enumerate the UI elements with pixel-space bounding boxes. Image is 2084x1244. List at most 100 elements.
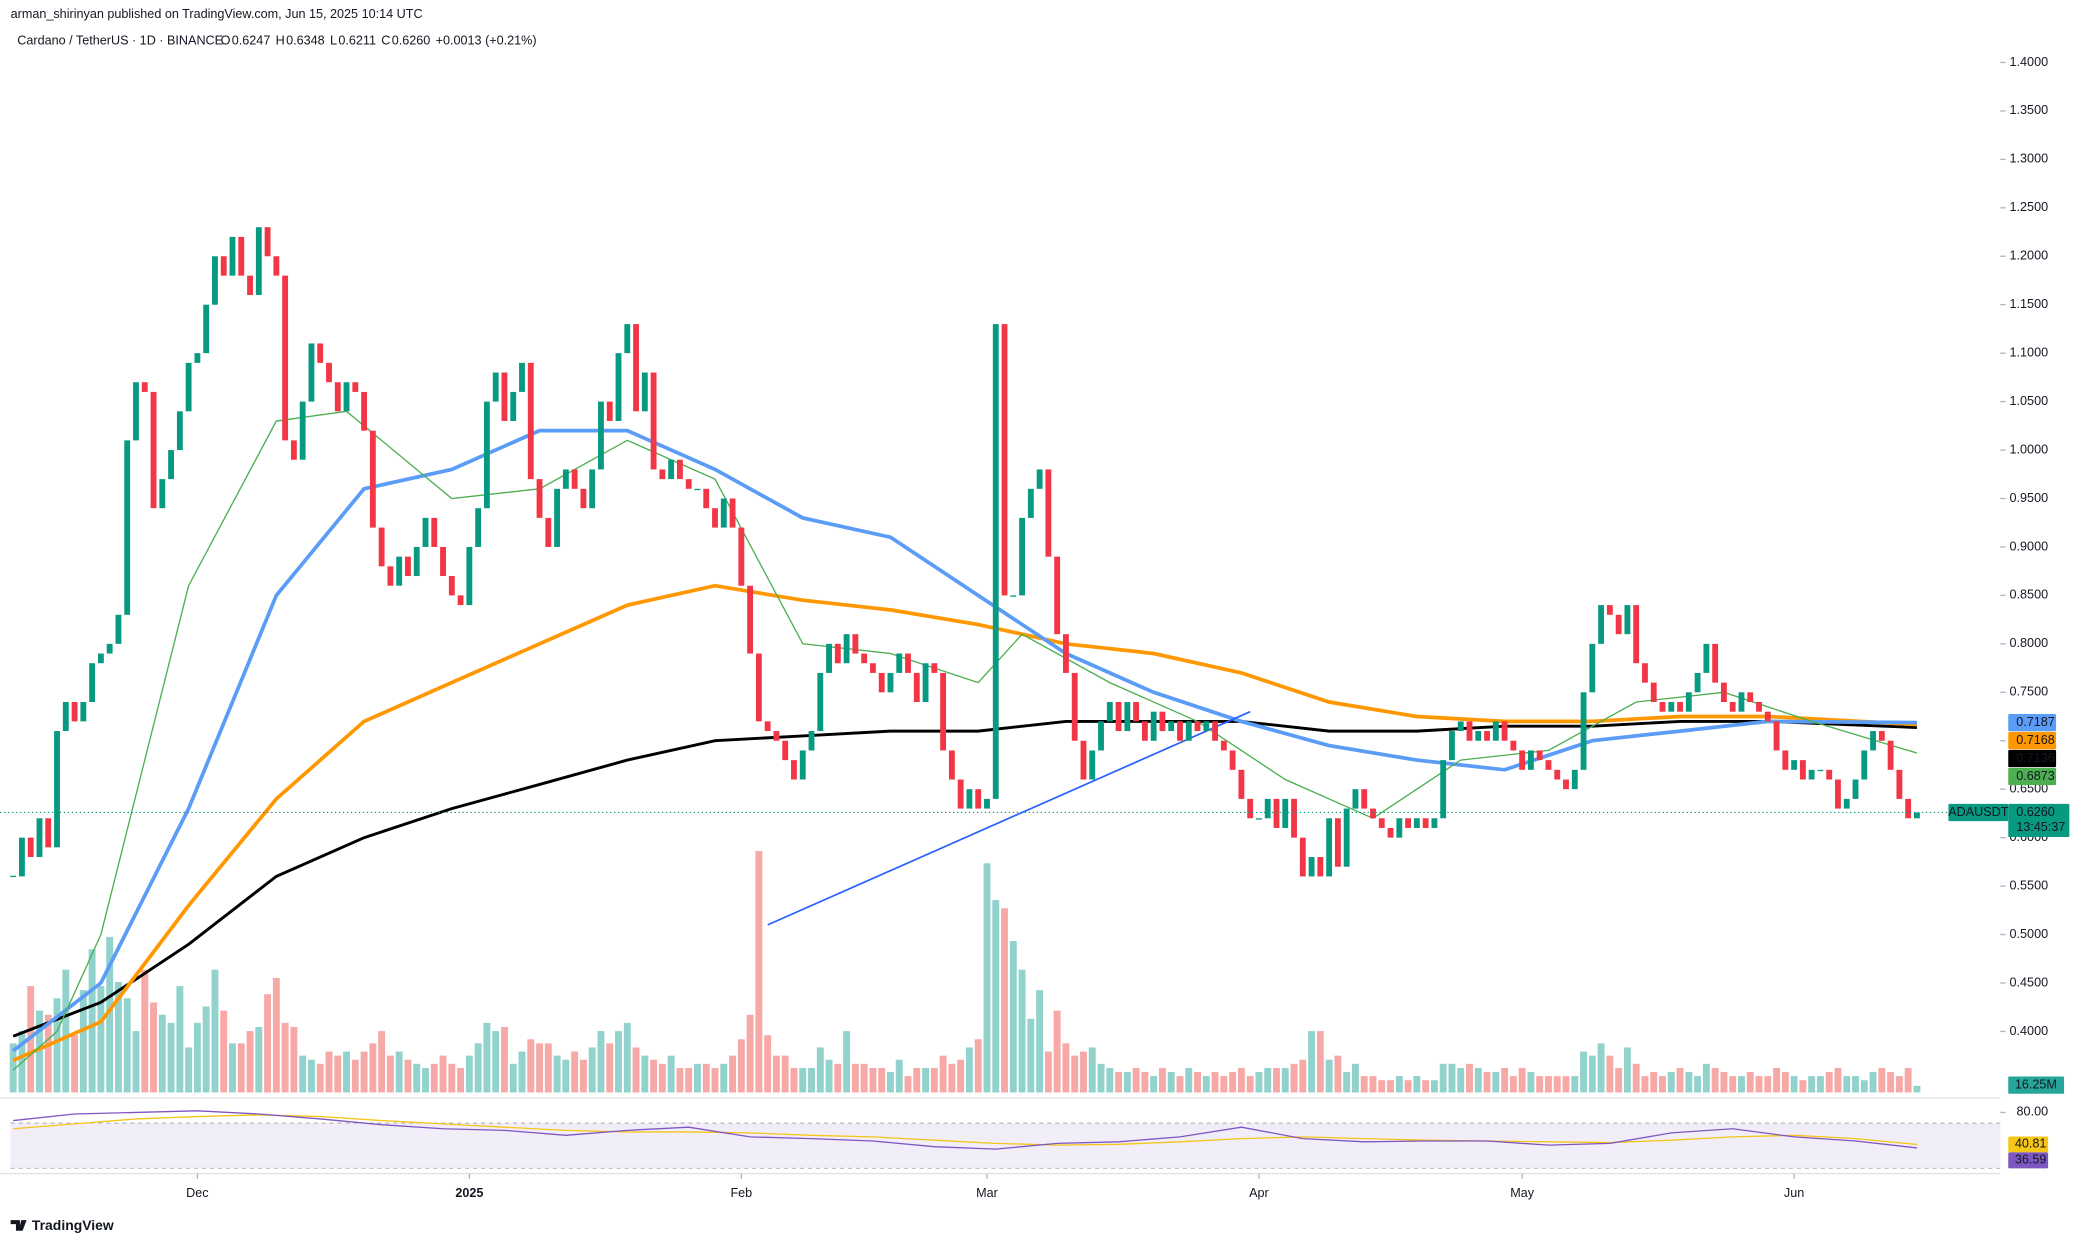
ma-tag-label: 0.7187: [2016, 715, 2055, 729]
candle: [519, 362, 525, 392]
candle: [554, 488, 561, 547]
candle: [1229, 750, 1236, 770]
candle: [247, 275, 253, 296]
volume-bar: [114, 981, 122, 1093]
symbol-tag: [1948, 803, 2009, 822]
volume-bar: [1738, 1076, 1745, 1093]
volume-bar: [237, 1043, 245, 1093]
volume-bar: [229, 1043, 236, 1093]
volume-bar: [641, 1055, 649, 1093]
volume-bar: [150, 1002, 157, 1093]
candle: [1642, 663, 1648, 683]
candle: [650, 372, 657, 470]
candle: [1036, 469, 1043, 489]
volume-bar: [211, 969, 219, 1093]
volume-bar: [1501, 1067, 1509, 1093]
logo-icon: [10, 1220, 27, 1231]
volume-bar: [790, 1067, 798, 1093]
candle: [1150, 711, 1157, 741]
volume-bar: [755, 850, 763, 1093]
candle: [843, 634, 850, 664]
candle: [1685, 692, 1692, 712]
candle: [624, 324, 631, 354]
volume-bar: [1123, 1072, 1131, 1093]
candle: [1308, 857, 1315, 877]
candle: [1247, 798, 1254, 819]
moving-average: [12, 719, 1917, 1038]
volume-bar: [272, 977, 280, 1093]
candle: [413, 546, 420, 577]
volume-bar: [974, 1039, 982, 1093]
volume-bar: [737, 1039, 745, 1093]
candle: [106, 643, 113, 654]
ma-tag-label: 0.7136: [2016, 751, 2055, 765]
price-label: 0.6260: [2016, 805, 2055, 819]
volume-bar: [746, 1014, 754, 1093]
volume-bar: [711, 1067, 719, 1093]
candle: [1343, 808, 1350, 867]
volume-bar: [509, 1063, 517, 1093]
volume-bar: [220, 1010, 228, 1093]
volume-bar: [764, 1035, 772, 1093]
volume-bar: [386, 1055, 394, 1093]
volume-bar: [1676, 1067, 1684, 1093]
candle: [641, 372, 648, 412]
volume-bar: [1255, 1072, 1263, 1093]
volume-bar: [1308, 1031, 1316, 1093]
volume-bar: [694, 1063, 701, 1093]
volume-bar: [264, 994, 272, 1093]
candle: [1413, 818, 1420, 828]
volume-bar: [1659, 1076, 1666, 1093]
price-tag: [2008, 803, 2070, 838]
candle: [1422, 818, 1429, 828]
volume-bar: [860, 1063, 868, 1093]
volume-bar: [1176, 1076, 1184, 1093]
candle: [150, 391, 157, 509]
volume-bar: [1790, 1076, 1798, 1093]
x-tick-label: Jun: [1784, 1186, 1804, 1200]
candle: [1256, 818, 1262, 820]
volume-bar: [571, 1051, 579, 1093]
moving-average: [12, 428, 1917, 1053]
volume-bar: [808, 1067, 815, 1093]
volume-bar: [1220, 1076, 1228, 1093]
ohlc-key: C: [381, 34, 390, 48]
volume-bar: [79, 990, 87, 1093]
volume-bar: [1799, 1080, 1807, 1093]
candle: [115, 614, 122, 644]
volume-bar: [1071, 1055, 1079, 1093]
candle: [1001, 324, 1008, 596]
candle: [1852, 779, 1859, 799]
volume-bar: [667, 1055, 675, 1093]
candle: [738, 527, 745, 586]
y-tick-label: 0.9000: [2010, 539, 2049, 553]
candle: [1063, 634, 1069, 673]
countdown: 13:45:37: [2016, 820, 2065, 834]
volume-bar: [869, 1067, 877, 1093]
volume-bar: [1299, 1059, 1307, 1093]
volume-bar: [878, 1067, 886, 1093]
volume-bar: [1404, 1080, 1412, 1093]
ohlc-legend: O 0.6247 H 0.6348 L 0.6211 C 0.6260 +0.0013 (+0.…: [221, 34, 537, 48]
candle: [826, 643, 832, 673]
candle: [1720, 682, 1727, 702]
volume-bar: [1132, 1067, 1140, 1093]
candle: [729, 498, 736, 528]
volume-bar: [123, 998, 131, 1093]
candle: [45, 818, 52, 848]
x-tick-label: Apr: [1249, 1186, 1269, 1200]
volume-bar: [1027, 1018, 1035, 1093]
y-tick-label: 1.3000: [2010, 152, 2049, 166]
candle: [1273, 798, 1280, 828]
y-tick-label: 1.2000: [2010, 249, 2049, 263]
volume-bar: [1606, 1055, 1614, 1093]
candle: [1606, 605, 1613, 615]
candle: [466, 546, 473, 606]
candle: [1133, 701, 1140, 722]
candle: [817, 672, 824, 732]
candle: [71, 701, 78, 722]
volume-bar: [1036, 990, 1044, 1093]
rsi-tag-label: 36.59: [2015, 1153, 2047, 1167]
rsi-line: [13, 1110, 1918, 1150]
volume-bar: [1781, 1072, 1789, 1093]
